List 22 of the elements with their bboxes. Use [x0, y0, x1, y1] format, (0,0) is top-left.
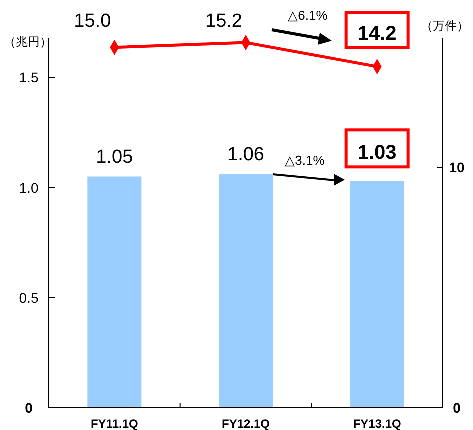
data-label: 15.2 — [206, 11, 242, 32]
x-tick-label: FY12.1Q — [222, 417, 270, 430]
data-label: 1.03 — [358, 142, 397, 164]
bar — [350, 181, 404, 408]
annotation: △3.1% — [285, 153, 326, 168]
data-label: 14.2 — [358, 23, 397, 45]
bar — [219, 174, 273, 408]
y-tick-label: 0.5 — [19, 290, 39, 306]
y-tick-label: 1.0 — [19, 180, 39, 196]
y-tick-label: 0 — [25, 400, 34, 416]
data-label: 15.0 — [74, 11, 112, 32]
text: △6.1% — [288, 8, 328, 23]
data-label: 1.05 — [96, 146, 134, 168]
x-tick-label: FY11.1Q — [90, 417, 138, 430]
y2-tick-label: 10 — [449, 160, 465, 176]
y-axis-title: （兆円） — [4, 35, 52, 49]
data-label: 1.06 — [228, 144, 264, 166]
y2-axis-title: （万件） — [421, 19, 469, 33]
y-tick-label: 1.5 — [19, 70, 39, 86]
x-tick-label: FY13.1Q — [353, 417, 402, 430]
y2-tick-label: 0 — [453, 400, 462, 416]
bar — [88, 176, 142, 408]
